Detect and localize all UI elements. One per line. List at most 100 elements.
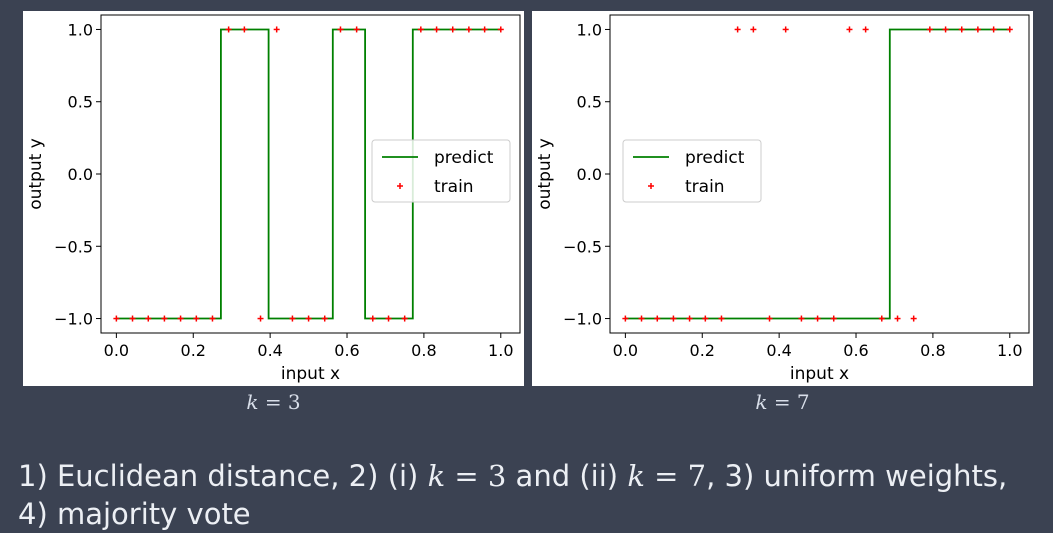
chart0-train-point bbox=[225, 26, 232, 33]
chart1-xtick-label: 0.4 bbox=[766, 341, 791, 360]
chart1-train-point bbox=[638, 315, 645, 322]
chart0-train-point bbox=[385, 315, 392, 322]
chart1-xtick-label: 0.8 bbox=[920, 341, 945, 360]
chart1-legend-predict-label: predict bbox=[685, 148, 745, 168]
chart0-xlabel: input x bbox=[281, 364, 340, 384]
chart0-legend-predict-label: predict bbox=[434, 148, 494, 168]
caption-k7-var: k bbox=[755, 390, 768, 414]
chart0-train-point bbox=[337, 26, 344, 33]
chart1-train-point bbox=[1006, 26, 1013, 33]
chart1-xlabel: input x bbox=[790, 364, 849, 384]
footer-k-2: k bbox=[627, 459, 645, 493]
chart1-train-point bbox=[798, 315, 805, 322]
footer-k-1: k bbox=[427, 459, 446, 493]
chart0-train-point bbox=[353, 26, 360, 33]
chart0-train-point bbox=[273, 26, 280, 33]
chart0-series-predict-line bbox=[116, 28, 501, 320]
chart1-xtick-label: 0.6 bbox=[843, 341, 868, 360]
chart0-legend-train-label: train bbox=[434, 177, 474, 197]
chart1-ytick-label: 0.0 bbox=[577, 165, 602, 184]
chart1-train-point bbox=[958, 26, 965, 33]
chart0-ylabel: output y bbox=[26, 138, 46, 210]
chart0-ytick-label: −0.5 bbox=[54, 237, 93, 256]
chart0-train-point bbox=[257, 315, 264, 322]
chart0-xtick-label: 1.0 bbox=[488, 341, 513, 360]
footer-part-2: and (ii) bbox=[506, 459, 628, 493]
chart0-train-point bbox=[289, 315, 296, 322]
chart1-train-point bbox=[702, 315, 709, 322]
chart1-ytick-label: 1.0 bbox=[577, 20, 602, 39]
footer-eq-1: = 3 bbox=[445, 459, 507, 493]
chart1-train-point bbox=[862, 26, 869, 33]
chart1-train-point bbox=[734, 26, 741, 33]
chart1-train-point bbox=[894, 315, 901, 322]
chart-panel-k3: 0.0 0.2 0.4 0.6 0.8 1.0 1.0 0.5 0.0 −0.5 −1.0 input… bbox=[23, 11, 524, 386]
chart0-ytick-label: 0.0 bbox=[68, 165, 93, 184]
chart0-ytick-label: 0.5 bbox=[68, 93, 93, 112]
chart0-train-point bbox=[193, 315, 200, 322]
chart0-train-point bbox=[129, 315, 136, 322]
chart0-xtick-label: 0.2 bbox=[181, 341, 206, 360]
chart1-train-point bbox=[878, 315, 885, 322]
chart1-legend: predict train bbox=[622, 139, 762, 203]
chart1-legend-train-swatch bbox=[648, 183, 654, 189]
chart-panel-k7: 0.0 0.2 0.4 0.6 0.8 1.0 1.0 0.5 0.0 −0.5 −1.0 input… bbox=[532, 11, 1033, 386]
chart0-train-point bbox=[465, 26, 472, 33]
chart1-ylabel: output y bbox=[535, 138, 555, 210]
caption-k3: k = 3 bbox=[23, 390, 524, 414]
chart1-xtick-label: 0.0 bbox=[613, 341, 638, 360]
chart1-train-point bbox=[654, 315, 661, 322]
footer-part-3: , 3) uniform weights, 4) majority vote bbox=[18, 459, 1008, 531]
chart1-train-point bbox=[926, 26, 933, 33]
chart1-train-point bbox=[766, 315, 773, 322]
chart1-train-point bbox=[830, 315, 837, 322]
chart1-ytick-label: 0.5 bbox=[577, 93, 602, 112]
chart0-legend-box bbox=[371, 139, 511, 203]
chart1-ytick-label: −1.0 bbox=[563, 310, 602, 329]
chart1-train-point bbox=[670, 315, 677, 322]
chart1-train-point bbox=[622, 315, 629, 322]
chart0-train-point bbox=[449, 26, 456, 33]
chart0-train-point bbox=[177, 315, 184, 322]
chart0-train-point bbox=[433, 26, 440, 33]
chart1-train-point bbox=[814, 315, 821, 322]
chart1-ytick-label: −0.5 bbox=[563, 237, 602, 256]
chart1-train-point bbox=[782, 26, 789, 33]
footer-text: 1) Euclidean distance, 2) (i) k = 3 and … bbox=[18, 457, 1038, 533]
chart0-train-point bbox=[241, 26, 248, 33]
chart1-train-point bbox=[718, 315, 725, 322]
chart0-train-point bbox=[497, 26, 504, 33]
chart0-train-point bbox=[145, 315, 152, 322]
chart1-xtick-label: 1.0 bbox=[997, 341, 1022, 360]
footer-part-1: 1) Euclidean distance, 2) (i) bbox=[18, 459, 428, 493]
chart0-train-point bbox=[401, 315, 408, 322]
chart0-train-point bbox=[481, 26, 488, 33]
chart0-xtick-label: 0.6 bbox=[334, 341, 359, 360]
chart1-train-point bbox=[910, 315, 917, 322]
chart0-legend-train-swatch bbox=[397, 183, 403, 189]
chart-k7-svg: 0.0 0.2 0.4 0.6 0.8 1.0 1.0 0.5 0.0 −0.5 −1.0 input… bbox=[535, 14, 1030, 384]
chart0-xtick-label: 0.0 bbox=[104, 341, 129, 360]
chart1-train-point bbox=[846, 26, 853, 33]
chart1-xtick-label: 0.2 bbox=[690, 341, 715, 360]
chart0-legend: predict train bbox=[371, 139, 511, 203]
chart1-train-point bbox=[686, 315, 693, 322]
chart0-train-point bbox=[209, 315, 216, 322]
chart0-train-point bbox=[369, 315, 376, 322]
chart0-ytick-label: 1.0 bbox=[68, 20, 93, 39]
chart0-ytick-label: −1.0 bbox=[54, 310, 93, 329]
chart1-series-predict-line bbox=[625, 28, 1010, 320]
chart0-xtick-label: 0.4 bbox=[257, 341, 282, 360]
chart0-train-point bbox=[417, 26, 424, 33]
chart1-train-point bbox=[974, 26, 981, 33]
chart0-xtick-label: 0.8 bbox=[411, 341, 436, 360]
chart0-train-point bbox=[321, 315, 328, 322]
caption-k3-var: k bbox=[246, 390, 259, 414]
chart0-train-point bbox=[113, 315, 120, 322]
chart0-train-point bbox=[305, 315, 312, 322]
footer-eq-2: = 7 bbox=[644, 459, 707, 493]
chart1-legend-box bbox=[622, 139, 762, 203]
chart1-train-point bbox=[990, 26, 997, 33]
chart1-train-point bbox=[942, 26, 949, 33]
chart1-train-point bbox=[750, 26, 757, 33]
